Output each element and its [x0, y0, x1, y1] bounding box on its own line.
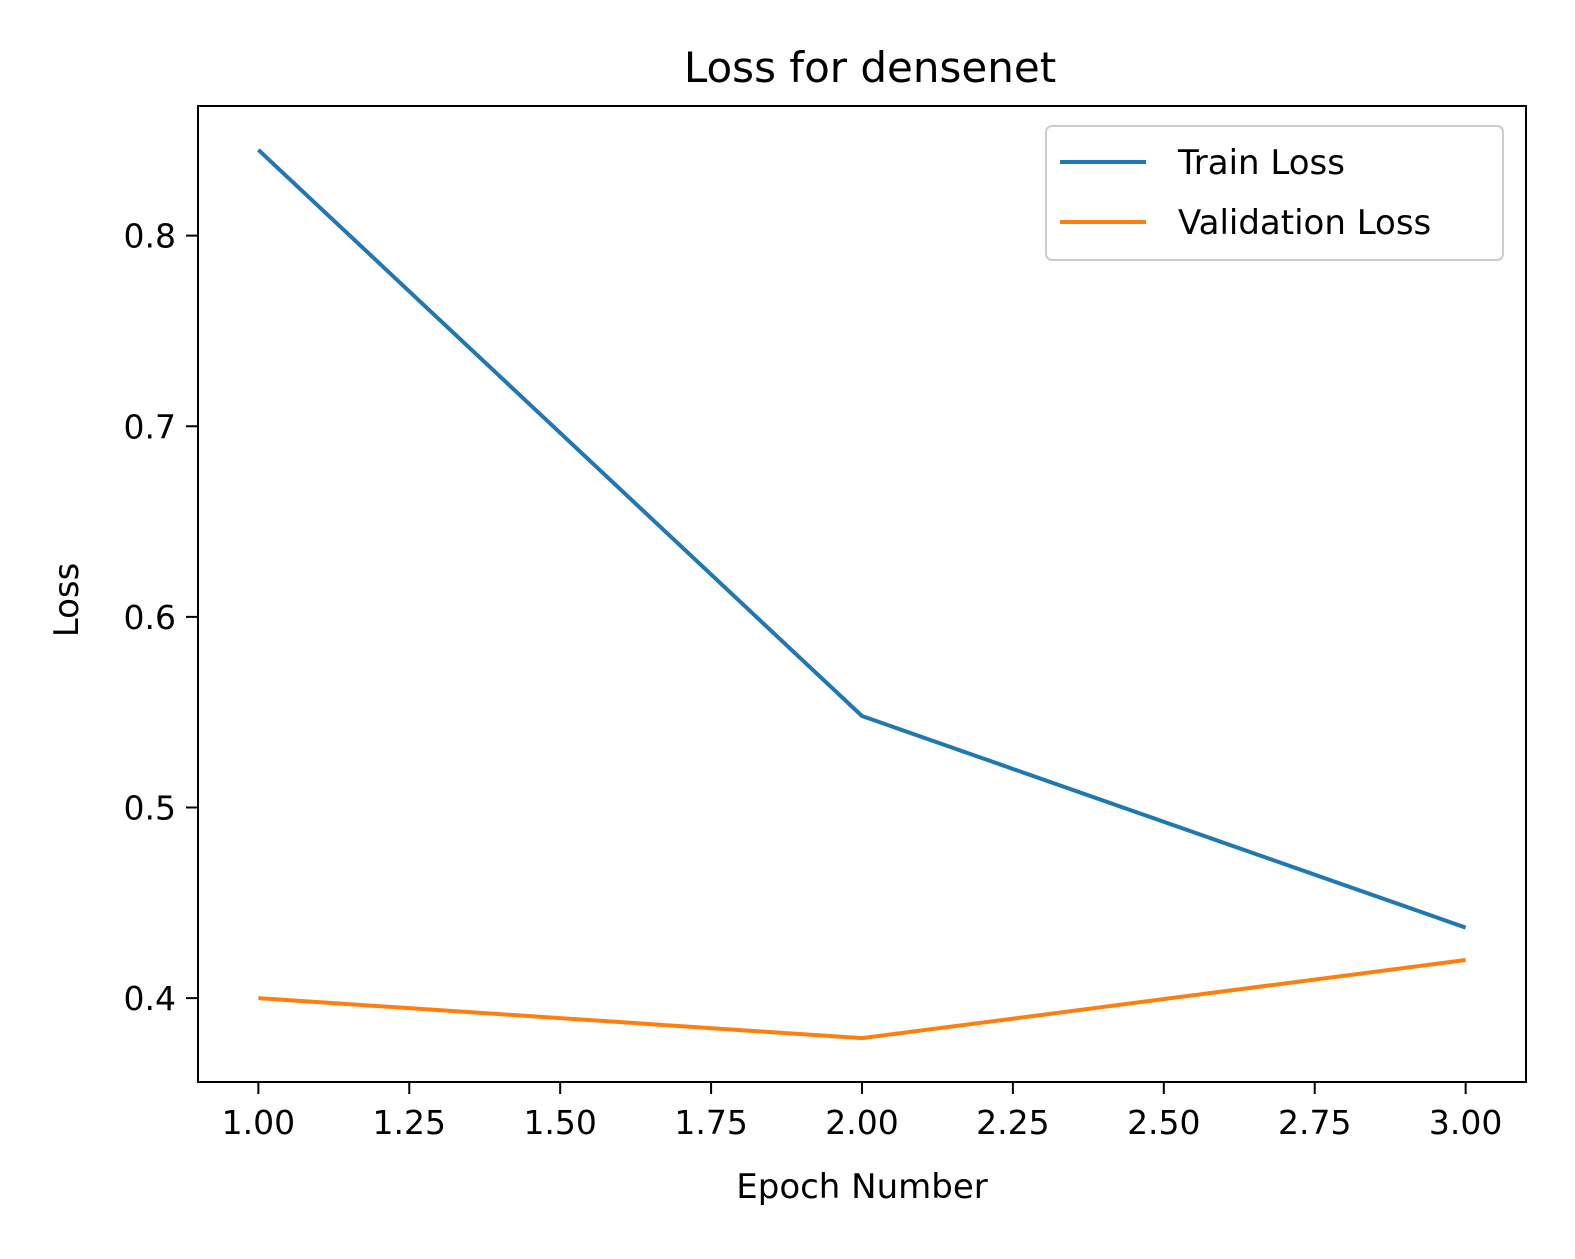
legend-label: Train Loss: [1177, 143, 1345, 183]
x-tick-label: 1.75: [674, 1103, 747, 1142]
series-line-validation-loss: [258, 958, 1466, 1041]
x-tick-label: 2.75: [1278, 1103, 1351, 1142]
y-tick-label: 0.8: [124, 217, 176, 256]
x-tick-label: 2.50: [1127, 1103, 1200, 1142]
y-tick-label: 0.6: [124, 598, 176, 637]
x-tick-label: 2.00: [825, 1103, 898, 1142]
legend: Train Loss Validation Loss: [1045, 125, 1504, 261]
series-line-train-loss: [256, 148, 1467, 930]
x-tick-label: 1.25: [373, 1103, 446, 1142]
x-axis-label: Epoch Number: [736, 1167, 988, 1207]
y-axis-ticks: 0.4 0.5 0.6 0.7 0.8: [124, 217, 198, 1018]
y-tick-label: 0.7: [124, 407, 176, 446]
legend-box: [1045, 125, 1504, 261]
y-tick-label: 0.4: [124, 979, 176, 1018]
chart-title: Loss for densenet: [684, 43, 1056, 92]
x-tick-label: 2.25: [976, 1103, 1049, 1142]
series-lines: [256, 148, 1467, 1041]
x-tick-label: 3.00: [1429, 1103, 1502, 1142]
y-tick-label: 0.5: [124, 789, 176, 828]
x-tick-label: 1.00: [222, 1103, 295, 1142]
y-axis-label: Loss: [47, 563, 87, 638]
x-tick-label: 1.50: [523, 1103, 596, 1142]
legend-label: Validation Loss: [1178, 203, 1431, 243]
x-axis-ticks: 1.00 1.25 1.50 1.75 2.00 2.25 2.50 2.75 3.00: [222, 1082, 1502, 1142]
